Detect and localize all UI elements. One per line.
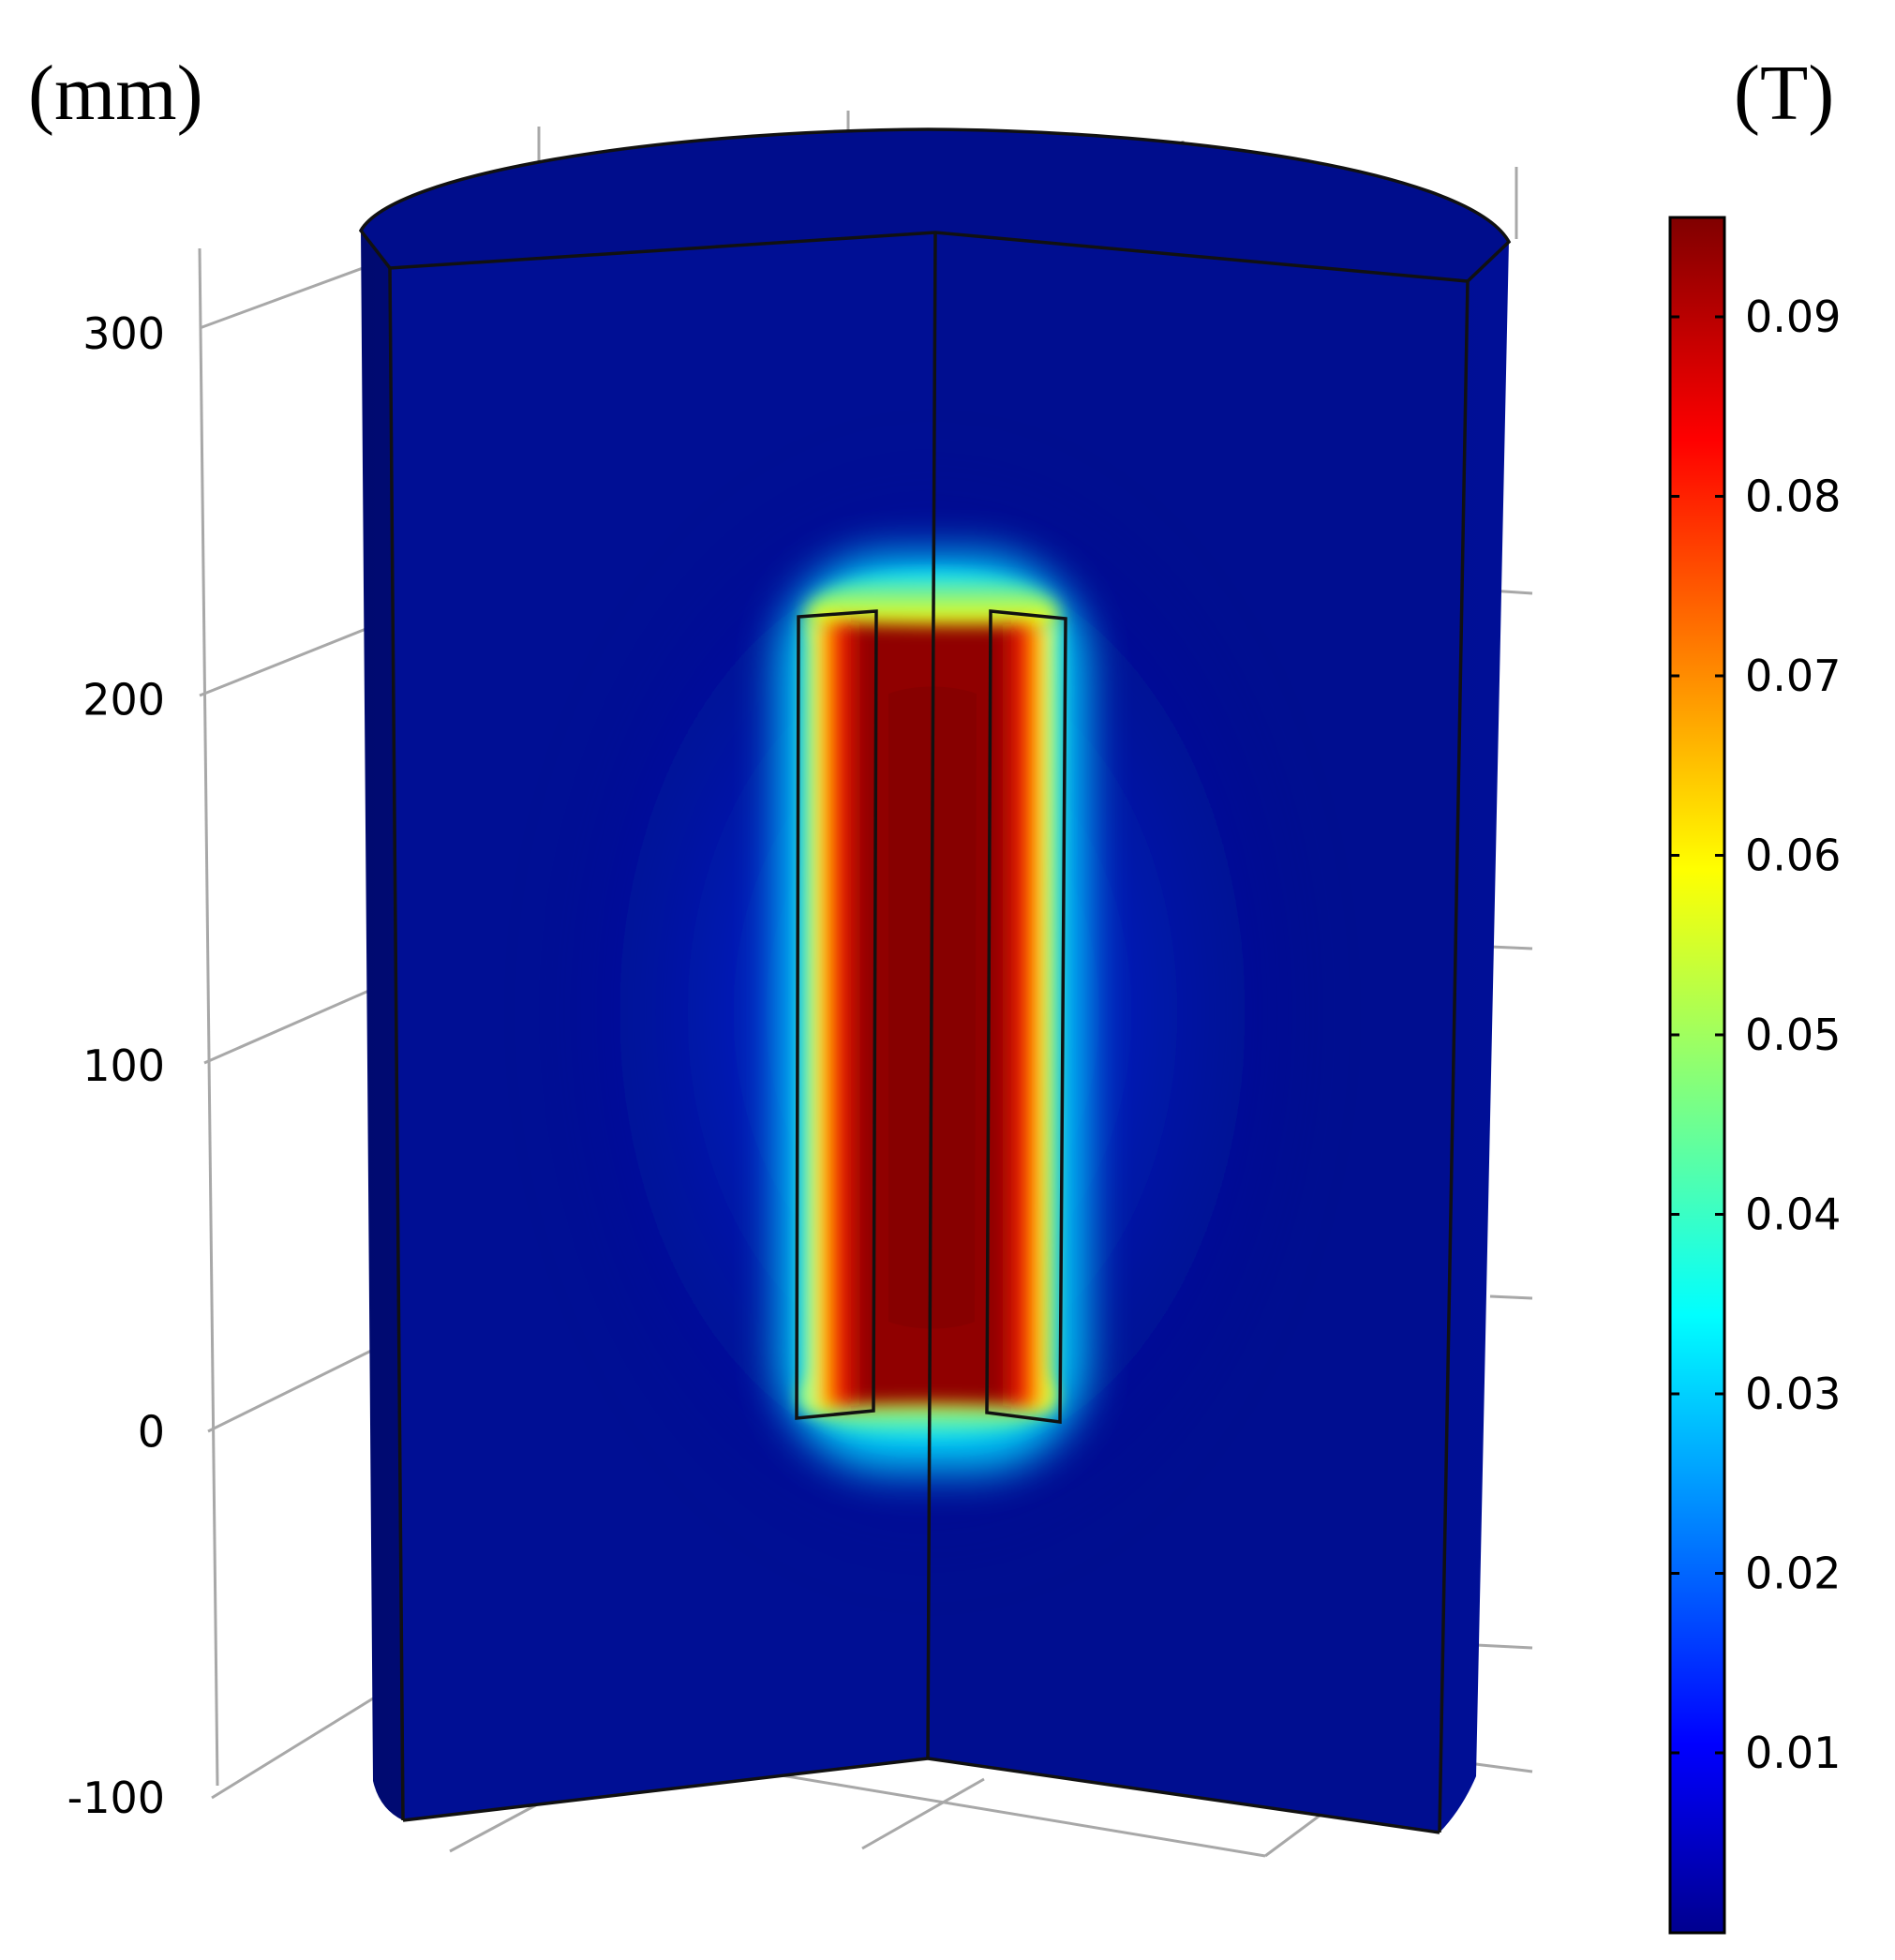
- z-tick-label: 200: [82, 675, 165, 726]
- z-tick-label: -100: [67, 1773, 165, 1823]
- field-unit-label: (T): [1734, 50, 1835, 137]
- colorbar: 0.09 0.08 0.07 0.06 0.05 0.04 0.03 0.02 0.01: [1668, 216, 1841, 1935]
- z-axis-ticks: 300 200 100 0 -100: [67, 308, 165, 1823]
- colorbar-ramp: [1668, 216, 1726, 1935]
- center-edge: [926, 232, 937, 1759]
- colorbar-tick-label: 0.04: [1745, 1189, 1841, 1240]
- length-unit-label: (mm): [28, 50, 203, 137]
- geometry-edges: [358, 127, 1512, 1834]
- bottom-left-edge: [402, 1757, 929, 1822]
- z-tick-label: 300: [82, 308, 165, 359]
- top-cap-outline: [358, 127, 1512, 283]
- axis-grid: [198, 111, 1533, 1858]
- colorbar-tick-label: 0.01: [1745, 1728, 1841, 1778]
- right-edge: [1438, 280, 1470, 1833]
- bottom-right-edge: [927, 1757, 1440, 1834]
- colorbar-tick-label: 0.03: [1745, 1369, 1841, 1419]
- cylinder-top-cap: [361, 129, 1509, 281]
- colorbar-tick-label: 0.05: [1745, 1010, 1841, 1060]
- colorbar-tick-label: 0.06: [1745, 830, 1841, 881]
- colorbar-tick-label: 0.08: [1745, 471, 1841, 522]
- colorbar-tick-label: 0.09: [1745, 292, 1841, 342]
- coil-right-outline: [985, 609, 1067, 1424]
- z-tick-label: 0: [138, 1407, 165, 1458]
- z-tick-label: 100: [82, 1040, 165, 1091]
- colorbar-ticks: 0.09 0.08 0.07 0.06 0.05 0.04 0.03 0.02 0.01: [1670, 292, 1841, 1778]
- left-edge: [388, 267, 405, 1821]
- colorbar-tick-label: 0.02: [1745, 1549, 1841, 1599]
- coil-left-outline: [795, 609, 878, 1420]
- colorbar-tick-label: 0.07: [1745, 651, 1841, 701]
